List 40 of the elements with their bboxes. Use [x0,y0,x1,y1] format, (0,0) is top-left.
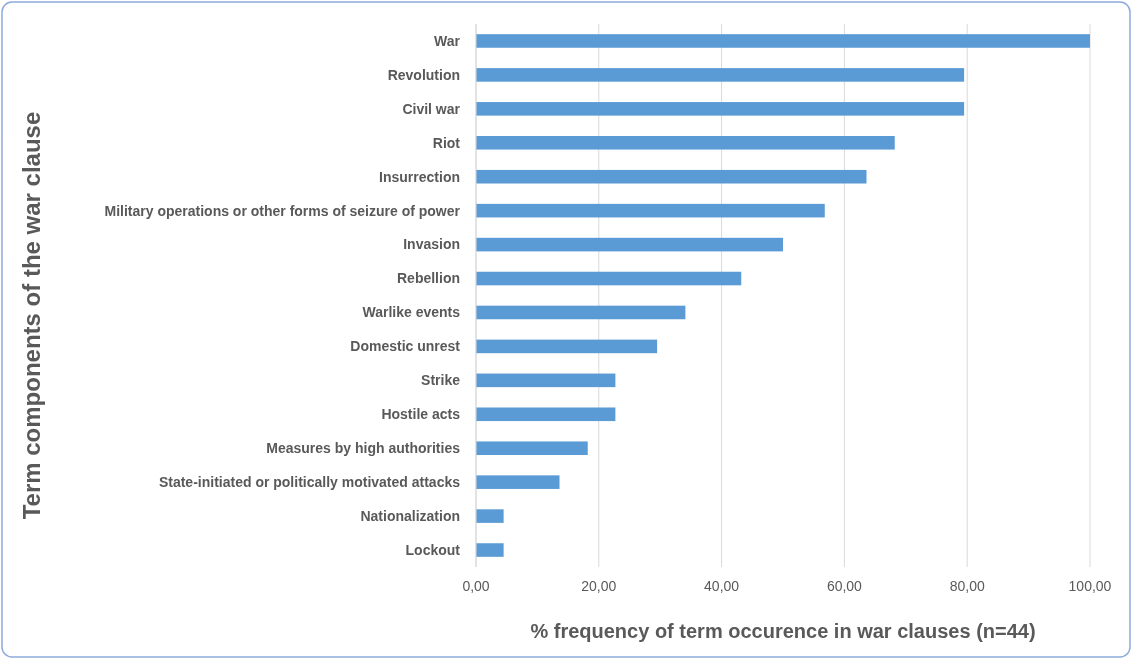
bar [476,203,825,218]
y-tick-label: Riot [432,134,461,151]
x-tick-label: 0,00 [462,578,490,594]
bar [476,373,616,388]
bar [476,475,560,489]
y-tick-label: Domestic unrest [350,338,461,355]
bar [476,305,686,320]
y-tick-label: Hostile acts [381,406,461,423]
x-tick-label: 100,00 [1068,578,1112,594]
y-tick-label: Lockout [405,541,461,558]
y-tick-label: Revolution [387,66,460,83]
y-tick-label: Military operations or other forms of seizure of power [104,202,461,219]
x-tick-label: 20,00 [581,578,617,594]
y-tick-label: Strike [421,372,461,389]
bar [476,441,588,456]
bar [476,407,616,422]
bar [476,509,504,523]
bar [476,34,1090,48]
y-tick-label: Rebellion [396,270,460,287]
bar [476,271,742,286]
y-axis-title: Term components of the war clause [18,111,45,520]
y-tick-label: Nationalization [360,507,460,524]
y-tick-label: Warlike events [362,304,461,321]
bar [476,68,965,82]
bar [476,543,504,557]
y-tick-label: War [434,32,461,49]
bar [476,169,867,184]
bar [476,237,783,252]
y-tick-label: Invasion [403,236,460,253]
x-tick-label: 40,00 [704,578,740,594]
x-axis-title: % frequency of term occurence in war clauses (n=44) [530,620,1036,642]
bar [476,339,658,354]
x-tick-label: 60,00 [826,578,863,594]
y-tick-label: State-initiated or politically motivated attacks [158,474,461,491]
y-tick-label: Civil war [402,100,461,117]
bar [476,102,965,116]
x-tick-label: 80,00 [949,578,985,594]
bar [476,135,895,150]
y-tick-label: Insurrection [379,168,460,185]
y-tick-label: Measures by high authorities [266,440,461,457]
